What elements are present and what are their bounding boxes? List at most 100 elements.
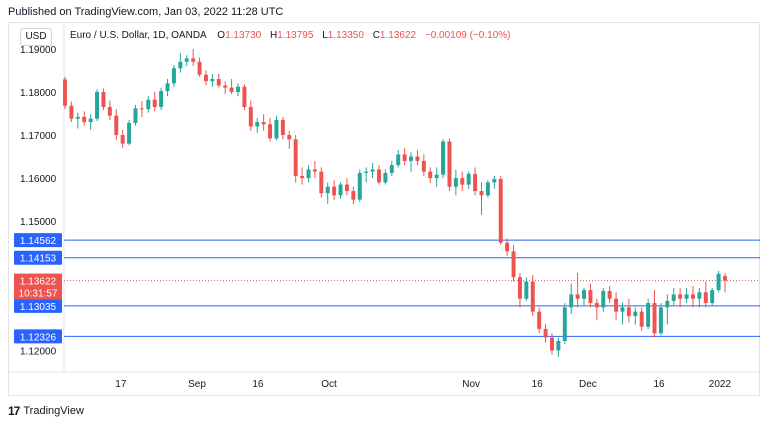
- candle-body: [178, 61, 183, 69]
- candle-body: [107, 107, 112, 116]
- candle-body: [665, 300, 670, 308]
- candle-body: [710, 290, 715, 304]
- candle-body: [63, 79, 67, 106]
- candle-body: [492, 178, 497, 183]
- hline-price-badge: [14, 329, 62, 344]
- candle-body: [415, 156, 420, 161]
- candle-body: [88, 118, 93, 123]
- candle-body: [697, 292, 702, 299]
- candle-body: [332, 186, 337, 196]
- candle-body: [530, 281, 535, 312]
- candle-body: [562, 307, 567, 341]
- candle-body: [357, 172, 362, 200]
- candle-body: [146, 99, 151, 110]
- footer-brand[interactable]: 17 TradingView: [8, 404, 84, 418]
- candle-body: [127, 122, 132, 144]
- candle-body: [402, 154, 407, 161]
- x-tick-label: 16: [653, 379, 665, 390]
- y-tick-label: 1.15000: [20, 217, 57, 228]
- candle-body: [473, 173, 478, 192]
- candle-body: [505, 242, 510, 252]
- candle-body: [197, 61, 202, 75]
- candle-body: [517, 277, 522, 299]
- candle-body: [338, 184, 343, 196]
- candle-body: [703, 292, 708, 304]
- x-tick-label: Dec: [579, 379, 597, 390]
- candle-body: [421, 160, 426, 172]
- candle-body: [639, 311, 644, 327]
- hline-price-badge: [14, 250, 62, 265]
- candle-body: [614, 298, 619, 312]
- candle-body: [626, 307, 631, 316]
- candle-body: [287, 135, 292, 140]
- candle-body: [293, 139, 298, 176]
- chart-legend: Euro / U.S. Dollar, 1D, OANDA O1.13730 H…: [70, 30, 510, 41]
- candle-body: [203, 74, 208, 82]
- candle-body: [306, 169, 311, 179]
- candle-body: [485, 182, 490, 196]
- candle-body: [248, 107, 253, 127]
- candle-body: [319, 171, 324, 194]
- candle-body: [466, 173, 471, 185]
- candle-body: [139, 108, 144, 110]
- candle-body: [646, 303, 651, 327]
- hline-price-label: 1.13035: [20, 302, 57, 313]
- candle-body: [280, 119, 285, 136]
- candle-body: [460, 178, 465, 185]
- x-tick-label: 16: [532, 379, 544, 390]
- x-tick-label: Nov: [462, 379, 480, 390]
- x-tick-label: 2022: [709, 379, 732, 390]
- candle-body: [678, 294, 683, 299]
- x-tick-label: Oct: [321, 379, 337, 390]
- low-label: L: [322, 30, 328, 41]
- close-value: 1.13622: [379, 30, 417, 41]
- candle-body: [396, 154, 401, 166]
- candle-body: [582, 290, 587, 299]
- candle-body: [524, 281, 529, 299]
- y-tick-label: 1.16000: [20, 174, 57, 185]
- open-value: 1.13730: [225, 30, 262, 41]
- candle-body: [409, 156, 414, 161]
- candle-body: [133, 108, 138, 123]
- last-price-badge: [14, 273, 62, 300]
- candle-body: [101, 91, 106, 108]
- candle-body: [255, 122, 260, 127]
- candle-body: [434, 174, 439, 179]
- candle-body: [268, 124, 273, 139]
- candle-body: [389, 165, 394, 173]
- currency-button[interactable]: USD: [20, 28, 52, 46]
- candle-body: [607, 290, 612, 299]
- candle-body: [511, 251, 516, 278]
- x-tick-label: Sep: [188, 379, 206, 390]
- chart-frame: [8, 22, 760, 396]
- candle-body: [82, 116, 87, 123]
- countdown-label: 10:31:57: [19, 289, 58, 300]
- candle-body: [588, 290, 593, 304]
- candle-body: [364, 171, 369, 173]
- brand-name: TradingView: [23, 405, 84, 417]
- candle-body: [575, 294, 580, 299]
- last-price-label: 1.13622: [20, 277, 57, 288]
- candle-body: [351, 191, 356, 200]
- candle-body: [569, 294, 574, 308]
- candle-body: [300, 175, 305, 179]
- candle-body: [325, 186, 330, 194]
- candle-body: [159, 91, 164, 108]
- low-value: 1.13350: [327, 30, 364, 41]
- candle-body: [498, 178, 503, 243]
- candle-body: [453, 178, 458, 187]
- x-tick-label: 17: [115, 379, 127, 390]
- x-tick-label: 16: [252, 379, 264, 390]
- candle-body: [95, 91, 100, 119]
- candle-body: [633, 311, 638, 316]
- y-tick-label: 1.19000: [20, 45, 57, 56]
- close-label: C: [372, 30, 380, 41]
- candle-body: [120, 135, 125, 144]
- candle-body: [152, 99, 157, 108]
- candle-body: [543, 328, 548, 338]
- hline-price-badge: [14, 298, 62, 313]
- candle-body: [223, 85, 228, 88]
- candle-body: [261, 122, 266, 125]
- candle-body: [601, 290, 606, 308]
